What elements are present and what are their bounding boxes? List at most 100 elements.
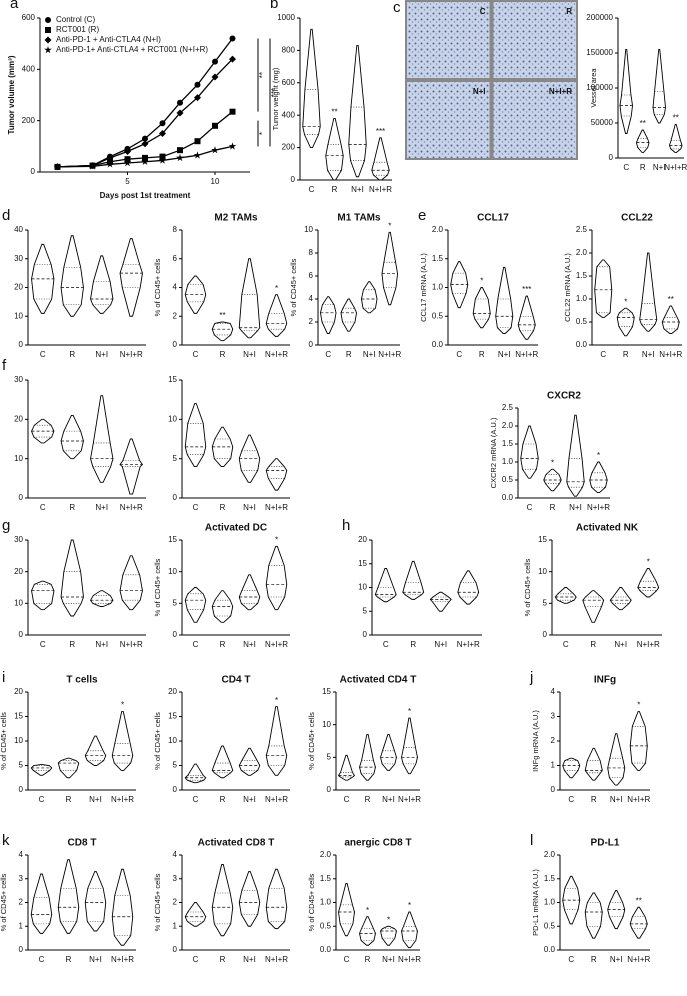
y-tick-label: 0.5 bbox=[320, 921, 332, 930]
y-tick-label: 15 bbox=[14, 712, 23, 721]
x-tick-label: N+I+R bbox=[398, 955, 421, 964]
violin bbox=[60, 539, 84, 617]
violin bbox=[562, 875, 581, 925]
y-tick-label: 15 bbox=[538, 535, 547, 544]
x-tick-label: R bbox=[69, 640, 75, 649]
y-tick-label: 10 bbox=[168, 567, 177, 576]
x-tick-label: C bbox=[563, 640, 569, 649]
x-tick-label: C bbox=[344, 795, 350, 804]
y-tick-label: 0.0 bbox=[544, 945, 556, 954]
y-tick-label: 0 bbox=[173, 340, 178, 349]
x-tick-label: N+I+R bbox=[378, 350, 401, 359]
significance-label: ** bbox=[673, 114, 679, 123]
marker bbox=[177, 99, 183, 106]
violin bbox=[348, 45, 367, 178]
x-tick-label: N+I+R bbox=[627, 795, 650, 804]
chart-title: Activated DC bbox=[205, 523, 267, 534]
marker bbox=[106, 154, 114, 162]
marker bbox=[228, 142, 237, 150]
x-tick-label: N+I+R bbox=[120, 503, 143, 512]
series-line bbox=[57, 58, 233, 168]
x-tick-label: C bbox=[40, 640, 46, 649]
marker bbox=[176, 153, 184, 162]
y-axis-label: % of CD45+ cells bbox=[153, 558, 162, 616]
y-axis-label: PD-L1 mRNA (A.U.) bbox=[531, 869, 540, 936]
y-tick-label: 400 bbox=[22, 64, 36, 73]
y-tick-label: 10 bbox=[14, 598, 23, 607]
y-tick-label: 1 bbox=[551, 761, 556, 770]
marker bbox=[124, 147, 131, 155]
x-tick-label: N+I bbox=[642, 350, 655, 359]
marker bbox=[159, 130, 166, 137]
y-tick-label: 0 bbox=[363, 630, 368, 639]
y-tick-label: 4 bbox=[173, 283, 178, 292]
violin bbox=[338, 883, 355, 937]
y-axis-label: % of CD45+ cells bbox=[153, 873, 162, 931]
chart-title: CXCR2 bbox=[547, 391, 581, 402]
violin bbox=[629, 711, 648, 771]
x-tick-label: N+I+R bbox=[627, 955, 650, 964]
y-tick-label: 600 bbox=[22, 13, 36, 22]
violin bbox=[619, 49, 633, 134]
significance-label: *** bbox=[270, 88, 279, 97]
violin bbox=[30, 764, 53, 776]
violin bbox=[84, 735, 107, 766]
x-tick-label: C bbox=[344, 955, 350, 964]
violin bbox=[31, 243, 55, 314]
chart-title: Activated NK bbox=[576, 523, 639, 534]
x-tick-label: C bbox=[40, 350, 46, 359]
micrograph-label: N+I+R bbox=[549, 87, 572, 96]
violin bbox=[629, 906, 648, 939]
significance-label: * bbox=[480, 277, 483, 286]
y-tick-label: 8 bbox=[173, 225, 178, 234]
violin bbox=[238, 434, 261, 483]
x-tick-label: C bbox=[309, 185, 315, 194]
y-tick-label: 3 bbox=[551, 712, 556, 721]
x-tick-label: R bbox=[591, 955, 597, 964]
violin bbox=[60, 235, 84, 317]
y-tick-label: 5 bbox=[173, 454, 178, 463]
x-tick-label: R bbox=[332, 185, 338, 194]
violin bbox=[401, 911, 418, 949]
y-tick-label: 0.5 bbox=[432, 311, 444, 320]
violin bbox=[637, 568, 660, 598]
violin bbox=[554, 587, 577, 604]
legend-marker bbox=[45, 17, 51, 23]
y-axis-label: % of CD45+ cells bbox=[289, 258, 298, 316]
y-axis-label: Tumor weight (mg) bbox=[271, 67, 280, 130]
violin bbox=[90, 395, 114, 483]
x-tick-label: N+I bbox=[610, 955, 623, 964]
violin bbox=[57, 859, 80, 934]
violin bbox=[119, 555, 143, 611]
violin bbox=[520, 425, 539, 479]
violin bbox=[472, 287, 491, 329]
x-tick-label: N+I bbox=[610, 795, 623, 804]
y-axis-label: % of CD45+ cells bbox=[307, 712, 316, 770]
x-axis-label: Days post 1st treatment bbox=[100, 191, 191, 200]
y-tick-label: 30 bbox=[14, 375, 23, 384]
violin bbox=[184, 275, 207, 314]
y-axis-label: Tumor volume (mm³) bbox=[7, 55, 16, 134]
y-tick-label: 3 bbox=[173, 874, 178, 883]
significance-label: ** bbox=[668, 295, 674, 304]
violin bbox=[265, 706, 288, 776]
x-tick-label: R bbox=[640, 163, 646, 172]
legend-marker bbox=[45, 27, 51, 33]
x-tick-label: R bbox=[66, 795, 72, 804]
y-tick-label: 0 bbox=[173, 630, 178, 639]
x-tick-label: N+I bbox=[498, 350, 511, 359]
violin bbox=[57, 757, 80, 779]
violin bbox=[265, 294, 288, 337]
y-tick-label: 2.5 bbox=[576, 225, 588, 234]
y-tick-label: 20 bbox=[14, 283, 23, 292]
x-tick-label: N+I bbox=[614, 640, 627, 649]
x-tick-label: N+I bbox=[243, 350, 256, 359]
x-tick-label: N+I bbox=[243, 640, 256, 649]
chart-title: INFg bbox=[594, 675, 616, 686]
violin bbox=[607, 733, 626, 786]
x-tick-label: N+I+R bbox=[265, 640, 288, 649]
significance-label: * bbox=[275, 696, 278, 705]
panel-letter: b bbox=[270, 0, 278, 12]
chart-title: CD4 T bbox=[222, 675, 251, 686]
y-tick-label: 15 bbox=[358, 559, 367, 568]
